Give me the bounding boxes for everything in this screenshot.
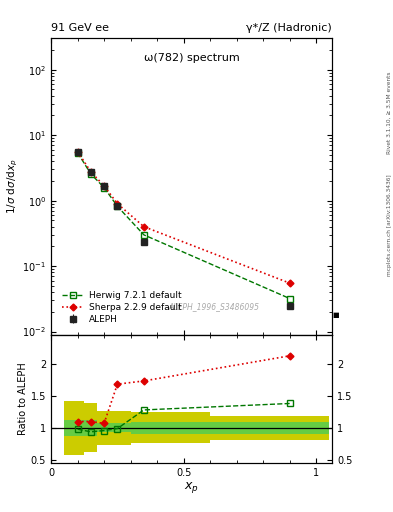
Text: ALEPH_1996_S3486095: ALEPH_1996_S3486095 [169, 302, 259, 311]
Herwig 7.2.1 default [115, 203, 120, 209]
Sherpa 2.2.9 default [88, 169, 93, 175]
Herwig 7.2.1 default [102, 184, 107, 190]
Line: Herwig 7.2.1 default: Herwig 7.2.1 default [75, 150, 293, 302]
Line: Sherpa 2.2.9 default: Sherpa 2.2.9 default [75, 149, 292, 286]
Text: Rivet 3.1.10, ≥ 3.5M events: Rivet 3.1.10, ≥ 3.5M events [387, 71, 392, 154]
Text: γ*/Z (Hadronic): γ*/Z (Hadronic) [246, 23, 332, 33]
Sherpa 2.2.9 default [102, 183, 107, 189]
Sherpa 2.2.9 default [115, 201, 120, 207]
Herwig 7.2.1 default [287, 295, 292, 302]
Sherpa 2.2.9 default [141, 224, 146, 230]
Herwig 7.2.1 default [141, 232, 146, 238]
Text: ω(782) spectrum: ω(782) spectrum [144, 53, 239, 63]
Y-axis label: 1/$\sigma$ d$\sigma$/d$x_p$: 1/$\sigma$ d$\sigma$/d$x_p$ [5, 159, 20, 215]
Herwig 7.2.1 default [75, 150, 80, 156]
X-axis label: $x_p$: $x_p$ [184, 480, 199, 495]
Sherpa 2.2.9 default [287, 280, 292, 286]
Text: 91 GeV ee: 91 GeV ee [51, 23, 109, 33]
Text: mcplots.cern.ch [arXiv:1306.3436]: mcplots.cern.ch [arXiv:1306.3436] [387, 175, 392, 276]
Sherpa 2.2.9 default [75, 148, 80, 155]
Herwig 7.2.1 default [88, 171, 93, 177]
Legend: Herwig 7.2.1 default, Sherpa 2.2.9 default, ALEPH: Herwig 7.2.1 default, Sherpa 2.2.9 defau… [58, 288, 185, 327]
Y-axis label: Ratio to ALEPH: Ratio to ALEPH [18, 362, 28, 435]
Text: ■: ■ [332, 312, 339, 318]
